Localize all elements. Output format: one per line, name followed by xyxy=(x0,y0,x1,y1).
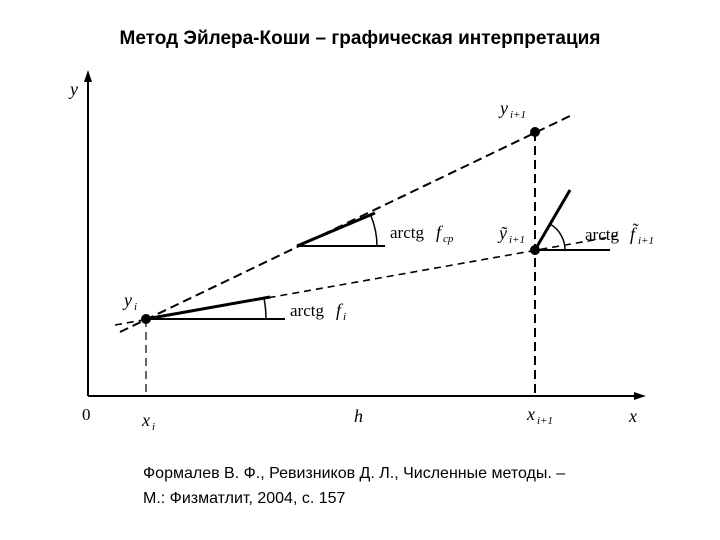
h-label: h xyxy=(354,406,363,426)
point xyxy=(530,127,540,137)
citation-line: М.: Физматлит, 2004, с. 157 xyxy=(143,490,346,507)
slope-base: f̃ xyxy=(630,223,640,244)
y-axis-label: y xyxy=(68,79,78,99)
label-sub: i xyxy=(134,301,137,313)
point xyxy=(530,245,540,255)
axes xyxy=(87,76,638,397)
label-base: x xyxy=(141,410,150,430)
label-sub: i+1 xyxy=(537,415,553,427)
citation-line: Формалев В. Ф., Ревизников Д. Л., Числен… xyxy=(143,465,565,482)
angle-arc xyxy=(263,297,267,320)
x-axis-label: x xyxy=(628,406,637,426)
x-arrow xyxy=(634,392,646,400)
slope-base: f xyxy=(436,222,444,242)
label-base: y xyxy=(498,98,508,118)
slope-prefix: arctg xyxy=(390,223,424,242)
construction xyxy=(114,114,617,396)
slope-prefix: arctg xyxy=(585,225,619,244)
angle-arc xyxy=(549,223,566,251)
label-sub: i+1 xyxy=(510,109,526,121)
slope-segment xyxy=(533,189,572,251)
angle-arc xyxy=(370,215,378,247)
label-sub: i+1 xyxy=(509,234,525,246)
slope-base: f xyxy=(336,300,344,320)
slope-prefix: arctg xyxy=(290,301,324,320)
point xyxy=(141,314,151,324)
label-base: ỹ xyxy=(497,223,508,243)
slope-sub: ср xyxy=(443,233,454,245)
origin-label: 0 xyxy=(82,405,91,424)
label-base: x xyxy=(526,404,535,424)
label-base: y xyxy=(122,290,132,310)
slope-segment xyxy=(145,295,271,321)
y-arrow xyxy=(84,70,92,82)
label-sub: i xyxy=(152,421,155,433)
slope-sub: i+1 xyxy=(638,235,654,247)
slope-segment xyxy=(296,211,376,248)
title: Метод Эйлера-Коши – графическая интерпре… xyxy=(120,28,601,49)
slope-sub: i xyxy=(343,311,346,323)
